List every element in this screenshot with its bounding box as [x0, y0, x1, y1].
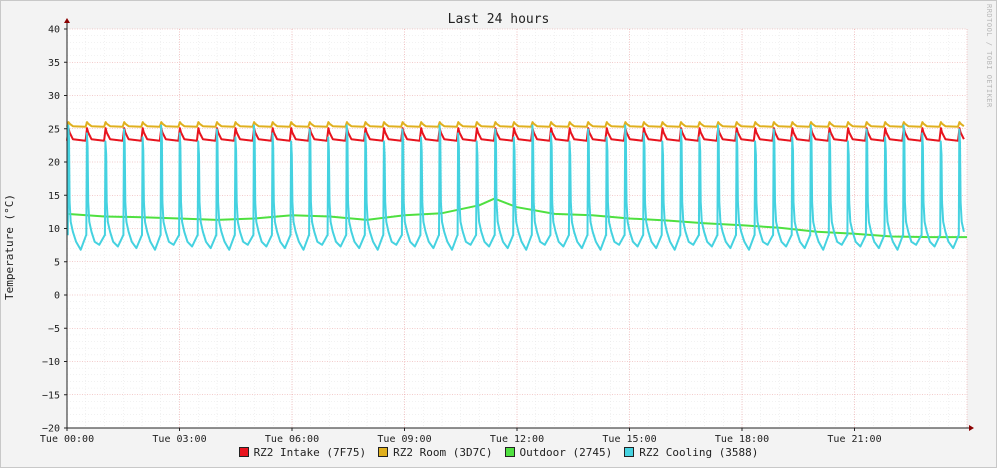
x-tick-label: Tue 00:00 [40, 434, 94, 445]
series-line-4 [66, 124, 965, 251]
y-axis-arrow [64, 18, 70, 23]
y-tick-label: −5 [48, 324, 60, 335]
y-tick-label: 25 [48, 124, 60, 135]
legend-swatch [624, 447, 635, 457]
y-tick-label: 40 [48, 25, 60, 36]
y-tick-label: 15 [48, 191, 60, 202]
watermark: RRDTOOL / TOBI OETIKER [985, 4, 993, 108]
y-tick-label: −15 [42, 390, 60, 401]
y-tick-label: −10 [42, 357, 60, 368]
legend-label: Outdoor (2745) [519, 446, 613, 459]
y-tick-label: −20 [42, 424, 60, 435]
x-tick-label: Tue 21:00 [827, 434, 881, 445]
x-tick-label: Tue 12:00 [490, 434, 544, 445]
legend-label: RZ2 Room (3D7C) [393, 446, 493, 459]
chart-title: Last 24 hours [447, 12, 550, 27]
legend-item: RZ2 Room (3D7C) [378, 446, 493, 459]
legend-item: RZ2 Intake (7F75) [238, 446, 367, 459]
series-line-1 [66, 127, 965, 142]
y-tick-label: 10 [48, 224, 60, 235]
legend: RZ2 Intake (7F75) RZ2 Room (3D7C) Outdoor … [0, 446, 997, 459]
legend-swatch [378, 447, 389, 457]
x-tick-label: Tue 09:00 [377, 434, 431, 445]
x-tick-label: Tue 03:00 [152, 434, 206, 445]
series-line-2 [66, 121, 965, 128]
legend-swatch [238, 447, 249, 457]
x-tick-label: Tue 15:00 [602, 434, 656, 445]
legend-item: RZ2 Cooling (3588) [624, 446, 758, 459]
y-tick-label: 0 [54, 291, 60, 302]
x-tick-label: Tue 18:00 [715, 434, 769, 445]
y-tick-label: 30 [48, 91, 60, 102]
y-tick-label: 20 [48, 158, 60, 169]
legend-swatch [504, 447, 515, 457]
x-tick-label: Tue 06:00 [265, 434, 319, 445]
y-tick-label: 35 [48, 58, 60, 69]
legend-label: RZ2 Intake (7F75) [253, 446, 367, 459]
x-axis-arrow [969, 425, 974, 431]
legend-item: Outdoor (2745) [504, 446, 613, 459]
legend-label: RZ2 Cooling (3588) [639, 446, 759, 459]
y-tick-label: 5 [54, 257, 60, 268]
